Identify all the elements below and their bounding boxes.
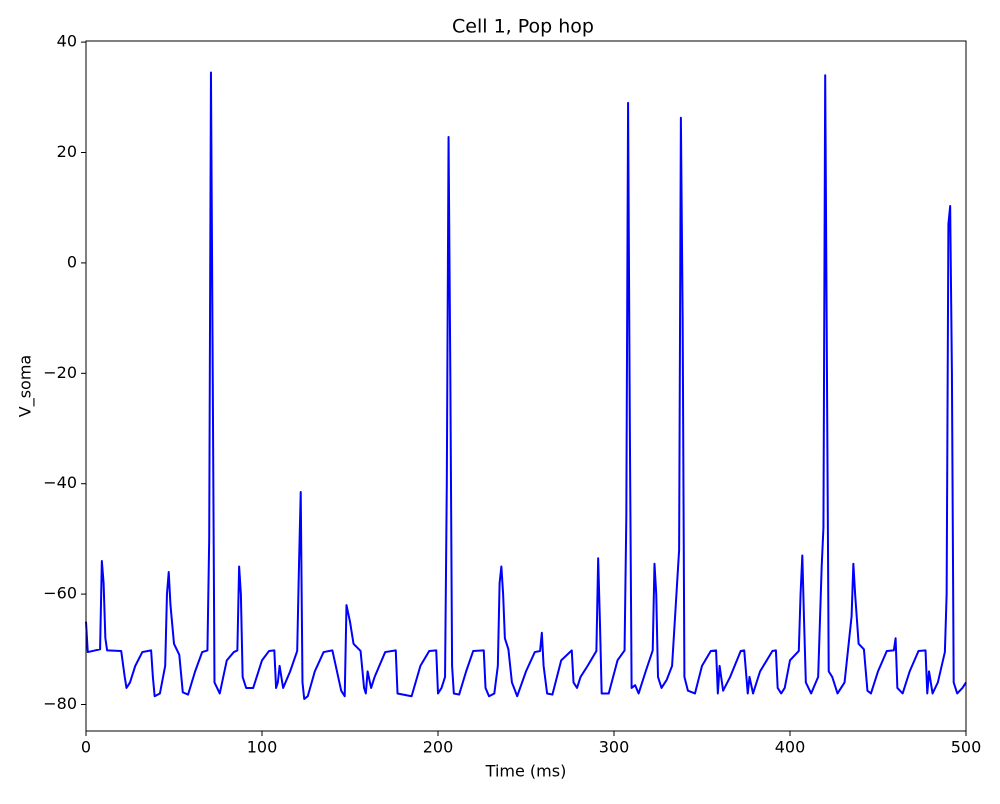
y-tick-label: 40 xyxy=(57,32,77,51)
x-tick-label: 200 xyxy=(423,738,454,757)
y-tick-label: −20 xyxy=(43,363,77,382)
x-tick-label: 0 xyxy=(81,738,91,757)
plot-frame xyxy=(85,40,967,732)
y-tick-label: 0 xyxy=(67,252,77,271)
x-axis-label: Time (ms) xyxy=(485,762,567,781)
x-tick-label: 400 xyxy=(775,738,806,757)
x-tick-label: 300 xyxy=(599,738,630,757)
x-tick-label: 500 xyxy=(951,738,982,757)
voltage-line xyxy=(85,71,967,700)
y-axis-label: V_soma xyxy=(16,355,36,417)
chart-title: Cell 1, Pop hop xyxy=(452,16,594,38)
y-tick-label: −40 xyxy=(43,473,77,492)
y-tick-label: −80 xyxy=(43,694,77,713)
y-tick-label: 20 xyxy=(57,142,77,161)
x-tick-label: 100 xyxy=(247,738,278,757)
y-tick-label: −60 xyxy=(43,584,77,603)
